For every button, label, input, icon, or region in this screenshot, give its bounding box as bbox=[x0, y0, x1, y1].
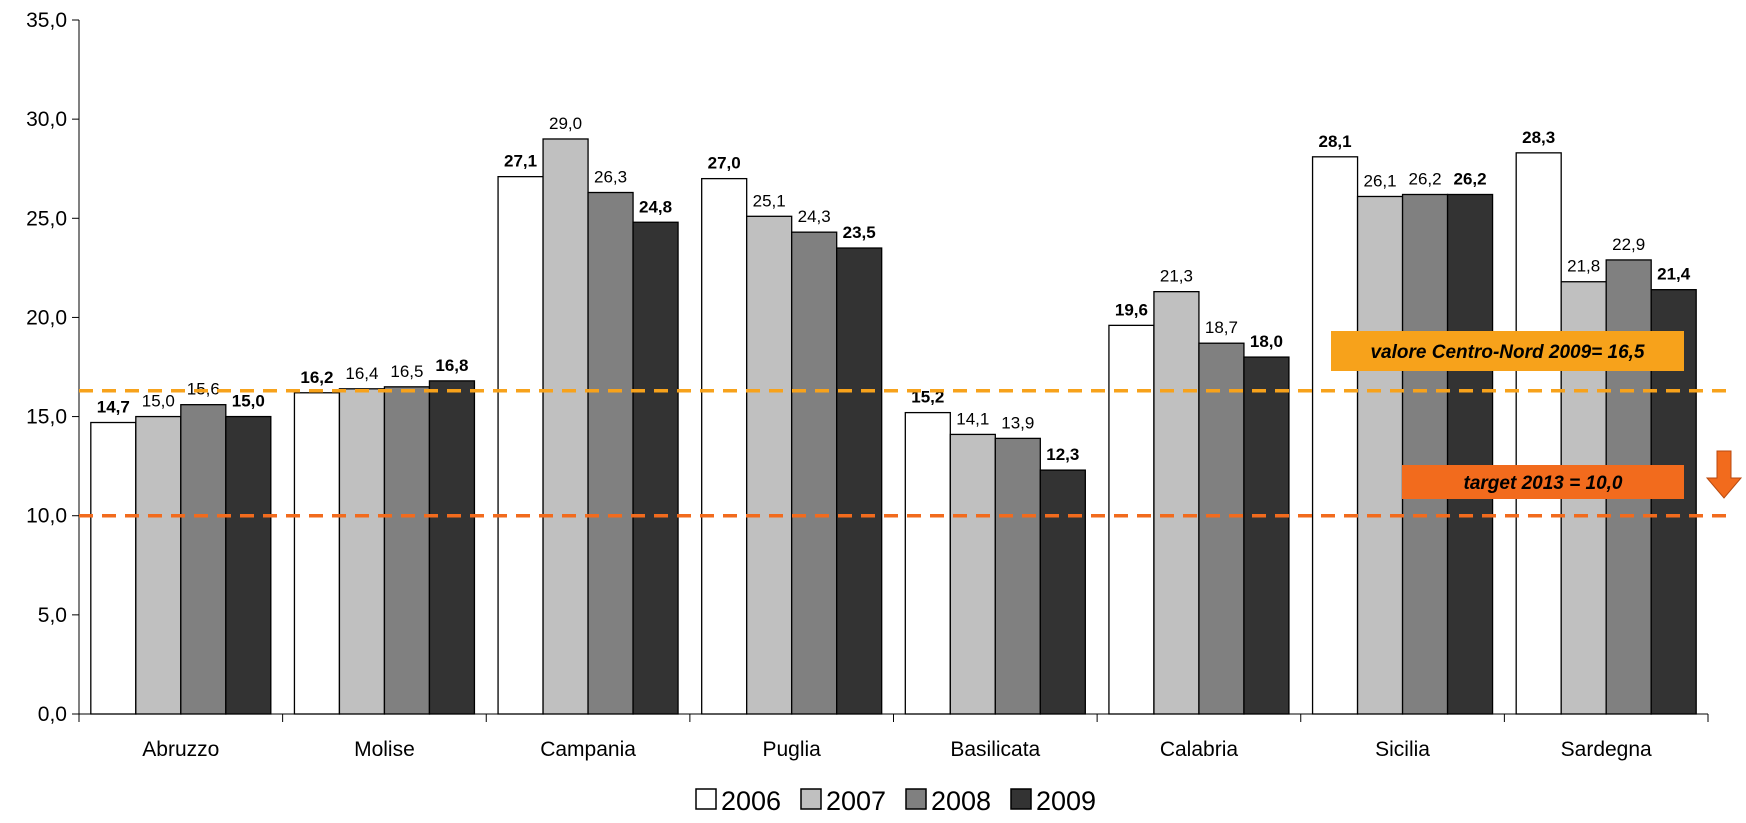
reference-label: valore Centro-Nord 2009= 16,5 bbox=[1370, 342, 1644, 363]
data-label-2007: 25,1 bbox=[753, 191, 786, 210]
x-tick-label: Basilicata bbox=[950, 738, 1040, 761]
bar-2008 bbox=[994, 437, 1041, 715]
data-label-2008: 24,3 bbox=[798, 207, 831, 226]
data-label-2006: 28,3 bbox=[1522, 128, 1555, 147]
bar-2008 bbox=[587, 191, 634, 715]
x-tick-label: Molise bbox=[354, 738, 415, 761]
data-label-2009: 24,8 bbox=[639, 197, 672, 216]
bar-2009 bbox=[836, 247, 883, 715]
y-tick-label: 0,0 bbox=[38, 703, 67, 726]
x-tick-label: Abruzzo bbox=[142, 738, 219, 761]
bar-2008 bbox=[1198, 342, 1245, 715]
bar-2006 bbox=[1311, 156, 1359, 715]
bar-2007 bbox=[542, 138, 589, 715]
legend-swatch-2009 bbox=[1010, 788, 1032, 810]
bar-2006 bbox=[701, 177, 748, 715]
data-label-2007: 21,8 bbox=[1567, 257, 1600, 276]
bar-2008 bbox=[791, 231, 838, 715]
bar-2009 bbox=[225, 415, 272, 715]
data-label-2009: 21,4 bbox=[1657, 265, 1691, 284]
bar-2009 bbox=[632, 221, 679, 715]
y-tick-label: 15,0 bbox=[26, 406, 67, 429]
bar-2006 bbox=[904, 411, 951, 715]
bar-2009 bbox=[1446, 193, 1494, 715]
data-label-2009: 26,2 bbox=[1454, 169, 1487, 188]
bar-2007 bbox=[746, 215, 793, 715]
y-tick-label: 25,0 bbox=[26, 207, 67, 230]
data-label-2009: 18,0 bbox=[1250, 332, 1283, 351]
legend-label-2008: 2008 bbox=[931, 786, 991, 816]
bar-2007 bbox=[1153, 291, 1200, 715]
legend-label-2006: 2006 bbox=[721, 786, 781, 816]
data-label-2008: 13,9 bbox=[1001, 413, 1034, 432]
data-label-2008: 18,7 bbox=[1205, 318, 1238, 337]
data-label-2006: 19,6 bbox=[1115, 300, 1148, 319]
bar-2006 bbox=[90, 421, 137, 715]
data-label-2007: 15,0 bbox=[142, 392, 175, 411]
legend-label-2007: 2007 bbox=[826, 786, 886, 816]
bar-2009 bbox=[1039, 469, 1086, 715]
bar-2006 bbox=[497, 175, 544, 715]
data-label-2008: 16,5 bbox=[390, 362, 423, 381]
data-label-2006: 16,2 bbox=[300, 368, 333, 387]
reference-label: target 2013 = 10,0 bbox=[1464, 473, 1623, 494]
data-label-2008: 26,3 bbox=[594, 168, 627, 187]
data-label-2009: 16,8 bbox=[435, 356, 468, 375]
data-label-2008: 26,2 bbox=[1409, 169, 1442, 188]
y-tick-label: 10,0 bbox=[26, 505, 67, 528]
data-label-2009: 15,0 bbox=[232, 392, 265, 411]
bar-2006 bbox=[293, 392, 341, 715]
data-label-2006: 27,0 bbox=[708, 154, 741, 173]
data-label-2007: 29,0 bbox=[549, 114, 582, 133]
y-tick-label: 20,0 bbox=[26, 306, 67, 329]
legend-swatch-2008 bbox=[905, 788, 927, 810]
x-tick-label: Puglia bbox=[762, 738, 821, 761]
data-label-2006: 27,1 bbox=[504, 152, 537, 171]
data-label-2009: 23,5 bbox=[843, 223, 876, 242]
data-label-2007: 16,4 bbox=[345, 364, 378, 383]
reference-label-box bbox=[1331, 331, 1684, 371]
bar-2009 bbox=[1243, 356, 1290, 715]
data-label-2006: 28,1 bbox=[1319, 132, 1352, 151]
data-label-2007: 14,1 bbox=[956, 409, 989, 428]
legend-swatch-2006 bbox=[695, 788, 717, 810]
data-label-2007: 21,3 bbox=[1160, 267, 1193, 286]
bar-2008 bbox=[1401, 193, 1449, 715]
x-tick-label: Sardegna bbox=[1561, 738, 1652, 761]
y-tick-label: 35,0 bbox=[26, 9, 67, 32]
bar-2007 bbox=[338, 388, 386, 715]
y-tick-label: 30,0 bbox=[26, 108, 67, 131]
bar-2007 bbox=[135, 415, 182, 715]
x-tick-label: Sicilia bbox=[1375, 738, 1430, 761]
legend-label-2009: 2009 bbox=[1036, 786, 1096, 816]
bar-2006 bbox=[1108, 324, 1155, 715]
data-label-2009: 12,3 bbox=[1046, 445, 1079, 464]
x-tick-label: Calabria bbox=[1160, 738, 1239, 761]
bar-2009 bbox=[428, 380, 476, 715]
bar-2007 bbox=[949, 433, 996, 715]
x-tick-label: Campania bbox=[540, 738, 636, 761]
reference-label-box bbox=[1402, 465, 1684, 499]
bar-2008 bbox=[180, 404, 227, 715]
data-label-2008: 22,9 bbox=[1612, 235, 1645, 254]
bar-2008 bbox=[383, 386, 431, 715]
data-label-2007: 26,1 bbox=[1364, 171, 1397, 190]
y-tick-label: 5,0 bbox=[38, 604, 67, 627]
bar-2007 bbox=[1356, 195, 1404, 715]
bar-2006 bbox=[1515, 152, 1562, 715]
down-arrow-icon bbox=[1705, 450, 1743, 499]
data-label-2006: 14,7 bbox=[97, 398, 130, 417]
legend-swatch-2007 bbox=[800, 788, 822, 810]
